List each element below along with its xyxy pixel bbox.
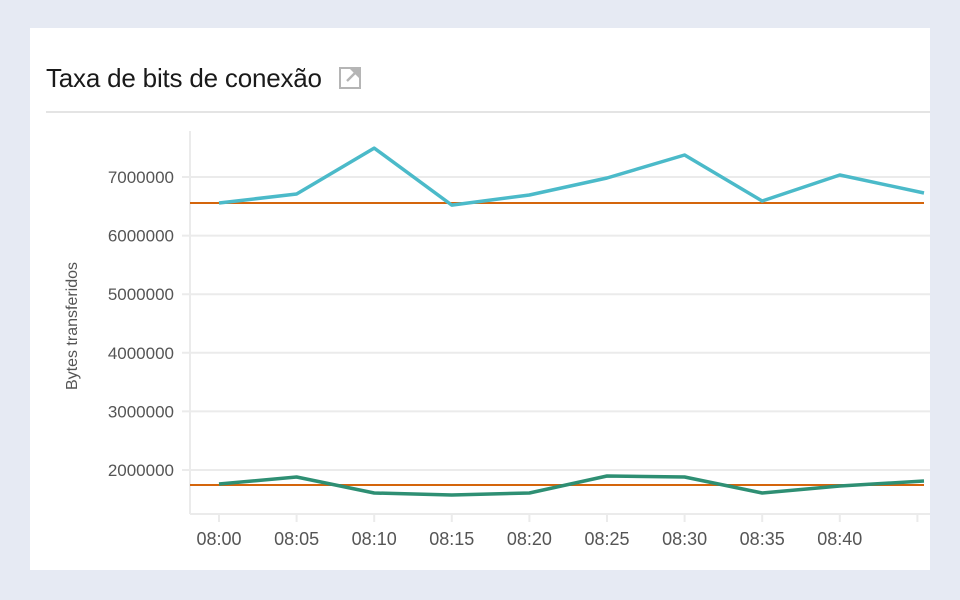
y-tick-label: 3000000 <box>108 402 174 421</box>
header-divider <box>46 111 930 113</box>
y-tick-label: 2000000 <box>108 461 174 480</box>
x-tick-label: 08:25 <box>584 529 629 549</box>
chart-panel: Taxa de bits de conexão <box>30 28 930 570</box>
y-axis: 2000000 3000000 4000000 5000000 6000000 70000… <box>108 168 174 480</box>
data-series <box>218 146 925 497</box>
x-tick-label: 08:35 <box>740 529 785 549</box>
series-lower-line <box>218 474 925 497</box>
panel-header: Taxa de bits de conexão <box>46 62 362 94</box>
x-tick-label: 08:05 <box>274 529 319 549</box>
y-tick-label: 4000000 <box>108 344 174 363</box>
series-upper-line <box>218 146 925 207</box>
y-tick-label: 6000000 <box>108 227 174 246</box>
external-link-icon[interactable] <box>338 66 362 90</box>
x-tick-label: 08:40 <box>817 529 862 549</box>
reference-lines <box>190 201 924 487</box>
x-tick-label: 08:15 <box>429 529 474 549</box>
x-tick-label: 08:00 <box>196 529 241 549</box>
y-tick-label: 7000000 <box>108 168 174 187</box>
x-tick-label: 08:30 <box>662 529 707 549</box>
x-tick-label: 08:10 <box>352 529 397 549</box>
grid-lines <box>182 131 930 522</box>
y-axis-label: Bytes transferidos <box>64 262 81 390</box>
x-axis: 08:00 08:05 08:10 08:15 08:20 08:25 08:30 08:35… <box>196 529 862 549</box>
panel-title: Taxa de bits de conexão <box>46 62 322 93</box>
y-tick-label: 5000000 <box>108 285 174 304</box>
x-tick-label: 08:20 <box>507 529 552 549</box>
